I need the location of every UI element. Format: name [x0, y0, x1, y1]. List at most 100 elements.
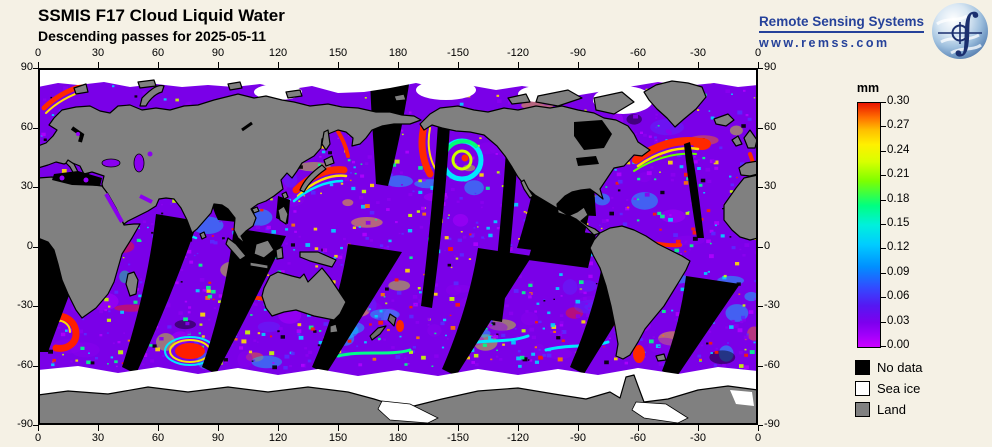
land-borneo [253, 239, 275, 259]
lon-tick-top [98, 62, 99, 68]
lat-label-left: 60 [20, 120, 33, 133]
lat-tick-right [758, 246, 763, 248]
land-iceland [713, 113, 735, 127]
colorbar-tick-label: 0.12 [887, 241, 910, 254]
legend-row: Land [855, 402, 923, 417]
lat-label-left: 90 [20, 61, 33, 73]
lon-tick-top [578, 62, 579, 68]
lat-label-right: -30 [764, 299, 780, 311]
land-new-guinea [299, 251, 337, 268]
integral-glyph: ∫ [954, 4, 979, 60]
map-border [38, 68, 758, 425]
legend-swatch [855, 402, 870, 417]
land-baja [520, 179, 534, 199]
colorbar-tick-label: 0.24 [887, 143, 910, 156]
lon-tick-top [278, 62, 279, 68]
lon-tick-bottom [218, 425, 219, 431]
legend-swatch [855, 381, 870, 396]
lat-label-left: 0 [26, 239, 33, 252]
lon-label-bottom: 180 [388, 432, 408, 444]
land-falklands [655, 353, 667, 362]
lat-tick-right [758, 425, 763, 426]
lon-tick-top [38, 62, 39, 68]
colorbar-tick-label: 0.06 [887, 290, 910, 303]
lon-tick-bottom [278, 425, 279, 431]
land-iberia [738, 160, 758, 177]
lat-label-left: 30 [20, 180, 33, 192]
lon-label-bottom: -120 [506, 432, 530, 444]
branding-url: www.remss.com [758, 35, 890, 50]
lon-tick-bottom [518, 425, 519, 431]
colorbar-tick [881, 224, 886, 225]
land-greenland [643, 80, 707, 128]
lat-tick-right [758, 68, 763, 69]
lon-label-bottom: 60 [151, 432, 165, 444]
colorbar-tick-label: 0.30 [887, 95, 910, 107]
land-sulawesi [275, 246, 284, 260]
lon-tick-bottom [458, 425, 459, 431]
lon-tick-bottom [638, 425, 639, 431]
branding: Remote Sensing Systems www.remss.com ∫ [758, 2, 989, 60]
land-australia [261, 267, 347, 321]
land-ireland [731, 135, 743, 147]
lon-label-top: -120 [506, 47, 530, 59]
lon-tick-bottom [158, 425, 159, 431]
lon-label-top: 0 [34, 47, 42, 59]
lon-label-bottom: -150 [446, 432, 470, 444]
lon-label-top: 30 [91, 47, 105, 59]
lon-label-bottom: 0 [754, 432, 762, 444]
lon-label-bottom: -90 [570, 432, 586, 444]
lon-tick-bottom [398, 425, 399, 431]
lon-tick-top [518, 62, 519, 68]
lon-tick-top [398, 62, 399, 68]
lon-label-bottom: -60 [630, 432, 646, 444]
land-layer [38, 79, 758, 425]
lat-label-right: 0 [764, 239, 771, 252]
branding-text: Remote Sensing Systems www.remss.com [758, 13, 924, 50]
lon-label-top: 90 [211, 47, 225, 59]
colorbar-unit-label: mm [856, 81, 880, 95]
lon-tick-bottom [698, 425, 699, 431]
legend-label: Land [877, 402, 906, 417]
lon-tick-bottom [758, 425, 759, 431]
land-svalbard [73, 83, 89, 95]
colorbar-tick-label: 0.09 [887, 265, 910, 278]
lon-label-bottom: -30 [690, 432, 706, 444]
lon-tick-bottom [338, 425, 339, 431]
lat-label-right: 90 [764, 61, 777, 73]
land-madagascar [125, 271, 139, 297]
colorbar-tick [881, 126, 886, 128]
legend-row: Sea ice [855, 381, 923, 396]
lat-label-right: 60 [764, 120, 777, 133]
legend-swatch [855, 360, 870, 375]
lon-tick-bottom [98, 425, 99, 431]
land-nz-south [369, 325, 387, 341]
colorbar-tick-label: 0.27 [887, 119, 910, 132]
colorbar-tick [881, 175, 886, 177]
lat-label-right: 30 [764, 180, 777, 192]
colorbar-tick [881, 346, 886, 347]
lat-tick-left [33, 306, 38, 307]
lon-label-bottom: 150 [328, 432, 348, 444]
lon-tick-top [458, 62, 459, 68]
lon-label-top: 180 [388, 47, 408, 59]
lat-label-left: -30 [17, 299, 33, 311]
lon-tick-bottom [38, 425, 39, 431]
land-philippines [277, 205, 289, 225]
colorbar-tick [881, 297, 886, 299]
colorbar-tick [881, 248, 886, 250]
colorbar-tick-label: 0.03 [887, 314, 910, 327]
lon-label-bottom: 0 [34, 432, 42, 444]
page-title: SSMIS F17 Cloud Liquid Water [38, 6, 285, 25]
colorbar-tick [881, 272, 886, 274]
legend-label: Sea ice [877, 381, 921, 396]
lon-tick-top [698, 62, 699, 68]
lat-tick-left [33, 425, 38, 426]
map-canvas [38, 68, 758, 425]
land-sri-lanka [199, 231, 207, 240]
lat-tick-left [33, 365, 38, 367]
land-nz-north [387, 313, 397, 327]
land-antarctica [38, 374, 758, 425]
colorbar-tick [881, 150, 886, 152]
lat-tick-left [33, 187, 38, 188]
